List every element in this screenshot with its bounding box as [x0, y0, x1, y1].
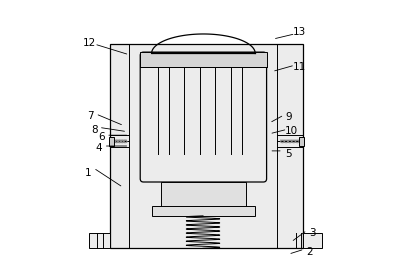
Bar — [109, 44, 303, 248]
Text: 12: 12 — [83, 38, 96, 48]
Text: 4: 4 — [95, 143, 102, 153]
Text: 10: 10 — [284, 126, 298, 136]
Text: 5: 5 — [284, 149, 291, 159]
Text: 2: 2 — [306, 247, 312, 257]
Text: 7: 7 — [87, 111, 94, 121]
Text: 11: 11 — [292, 62, 305, 72]
FancyBboxPatch shape — [140, 52, 266, 182]
Bar — [140, 52, 266, 67]
Text: 13: 13 — [292, 27, 306, 37]
Bar — [161, 182, 245, 209]
Bar — [151, 206, 254, 216]
Bar — [303, 233, 321, 248]
Bar — [108, 137, 114, 146]
Bar — [89, 233, 109, 248]
Text: 6: 6 — [98, 132, 104, 142]
Text: 9: 9 — [284, 112, 291, 122]
Text: 1: 1 — [85, 168, 91, 178]
Text: 8: 8 — [91, 125, 97, 135]
Bar — [298, 137, 303, 146]
Text: 3: 3 — [309, 228, 315, 238]
